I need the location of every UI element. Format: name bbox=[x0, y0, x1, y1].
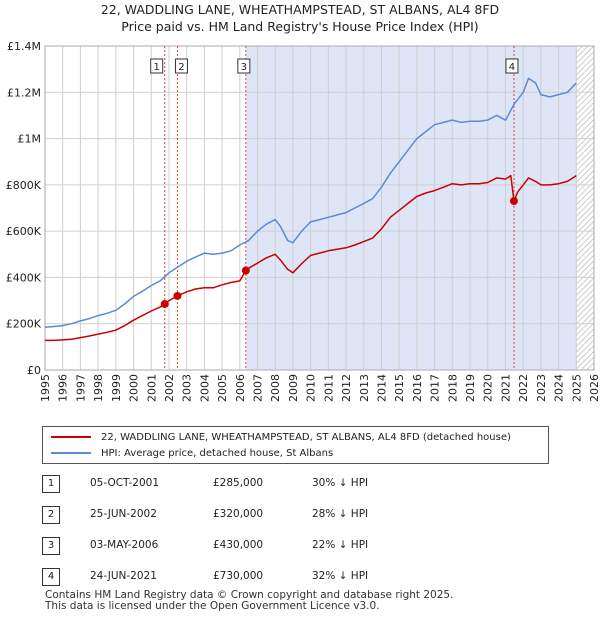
sale-badge-box bbox=[150, 58, 164, 74]
legend-hpi-label: HPI: Average price, detached house, St A… bbox=[101, 447, 334, 459]
y-tick-label: £600K bbox=[6, 225, 42, 238]
hpi-line bbox=[44, 77, 577, 328]
sale-number-badge: 3 bbox=[237, 58, 251, 74]
sale-date: 25-JUN-2002 bbox=[90, 508, 157, 520]
x-tick-label: 2000 bbox=[128, 374, 141, 402]
x-tick-label: 2009 bbox=[287, 374, 300, 402]
y-tick-label: £1.2M bbox=[7, 86, 41, 99]
price-paid-line bbox=[45, 174, 577, 342]
x-tick-label: 2023 bbox=[535, 374, 548, 402]
sale-number-badge: 4 bbox=[42, 568, 60, 586]
x-tick-label: 1997 bbox=[74, 374, 87, 402]
x-tick-label: 2021 bbox=[499, 374, 512, 402]
sale-row: 1 05-OCT-2001 £285,000 30% ↓ HPI bbox=[42, 475, 562, 493]
sale-date: 05-OCT-2001 bbox=[90, 477, 159, 489]
sale-number-badge: 1 bbox=[42, 475, 60, 493]
sale-point bbox=[509, 197, 518, 206]
x-tick-label: 2026 bbox=[588, 374, 600, 402]
x-tick-label: 2022 bbox=[517, 374, 530, 402]
price-chart: 1 2 3 4 £0 £200K £400K £600K £800K £1M £1.2M £1.4M… bbox=[6, 40, 600, 402]
x-tick-label: 2001 bbox=[145, 374, 158, 402]
y-tick-label: £1.4M bbox=[7, 40, 41, 53]
sale-price: £730,000 bbox=[213, 570, 264, 582]
x-tick-label: 2012 bbox=[340, 374, 353, 402]
legend-price-swatch bbox=[51, 436, 91, 438]
x-tick-label: 2006 bbox=[234, 374, 247, 402]
x-tick-label: 1996 bbox=[57, 374, 70, 402]
chart-legend: 22, WADDLING LANE, WHEATHAMPSTEAD, ST AL… bbox=[42, 426, 549, 464]
sale-price: £285,000 bbox=[213, 477, 264, 489]
sale-badge-box bbox=[237, 58, 251, 74]
forecast-hatched-region bbox=[576, 46, 594, 370]
legend-item-hpi: HPI: Average price, detached house, St A… bbox=[51, 446, 333, 460]
footer-copyright: Contains HM Land Registry data © Crown c… bbox=[45, 589, 454, 601]
plot-border bbox=[44, 45, 595, 371]
sale-date: 24-JUN-2021 bbox=[90, 570, 157, 582]
x-tick-label: 1995 bbox=[39, 374, 52, 402]
x-tick-label: 2013 bbox=[358, 374, 371, 402]
footer-licence: This data is licensed under the Open Gov… bbox=[45, 600, 380, 612]
x-tick-label: 2024 bbox=[553, 374, 566, 402]
x-tick-label: 1998 bbox=[92, 374, 105, 402]
sale-hpi-diff: 28% ↓ HPI bbox=[312, 508, 369, 520]
sale-badge-label: 4 bbox=[509, 62, 515, 73]
sale-row: 3 03-MAY-2006 £430,000 22% ↓ HPI bbox=[42, 537, 562, 555]
sale-badge-label: 3 bbox=[241, 62, 247, 73]
sale-number-badge: 4 bbox=[505, 58, 519, 74]
sale-hpi-diff: 30% ↓ HPI bbox=[312, 477, 369, 489]
x-tick-label: 2003 bbox=[181, 374, 194, 402]
x-tick-label: 2007 bbox=[252, 374, 265, 402]
x-tick-label: 2020 bbox=[482, 374, 495, 402]
x-tick-label: 2002 bbox=[163, 374, 176, 402]
y-tick-label: £200K bbox=[6, 318, 42, 331]
post-sale-shaded-region bbox=[245, 46, 577, 370]
sale-number-badge: 2 bbox=[42, 506, 60, 524]
legend-hpi-swatch bbox=[51, 452, 91, 454]
sale-point bbox=[173, 291, 182, 300]
x-tick-label: 2016 bbox=[411, 374, 424, 402]
sale-badge-box bbox=[505, 58, 519, 74]
x-tick-label: 2018 bbox=[446, 374, 459, 402]
sale-price: £430,000 bbox=[213, 539, 264, 551]
sale-number-badge: 1 bbox=[150, 58, 164, 74]
x-tick-label: 2005 bbox=[216, 374, 229, 402]
y-tick-label: £1M bbox=[18, 133, 42, 146]
sale-point bbox=[160, 300, 169, 309]
chart-title-line2: Price paid vs. HM Land Registry's House … bbox=[121, 19, 479, 34]
y-tick-label: £0 bbox=[27, 364, 41, 377]
x-tick-label: 2004 bbox=[198, 374, 211, 402]
sale-badge-label: 2 bbox=[178, 62, 184, 73]
sale-hpi-diff: 22% ↓ HPI bbox=[312, 539, 369, 551]
x-tick-label: 2011 bbox=[322, 374, 335, 402]
sale-row: 4 24-JUN-2021 £730,000 32% ↓ HPI bbox=[42, 568, 562, 586]
sale-badge-box bbox=[174, 58, 188, 74]
legend-item-price: 22, WADDLING LANE, WHEATHAMPSTEAD, ST AL… bbox=[51, 430, 511, 444]
y-tick-label: £400K bbox=[6, 271, 42, 284]
chart-title-line1: 22, WADDLING LANE, WHEATHAMPSTEAD, ST AL… bbox=[100, 2, 500, 17]
legend-price-label: 22, WADDLING LANE, WHEATHAMPSTEAD, ST AL… bbox=[101, 431, 511, 443]
sale-price: £320,000 bbox=[213, 508, 264, 520]
x-tick-label: 2017 bbox=[429, 374, 442, 402]
sale-row: 2 25-JUN-2002 £320,000 28% ↓ HPI bbox=[42, 506, 562, 524]
x-tick-label: 2019 bbox=[464, 374, 477, 402]
sale-hpi-diff: 32% ↓ HPI bbox=[312, 570, 369, 582]
sale-number-badge: 3 bbox=[42, 537, 60, 555]
sale-number-badge: 2 bbox=[174, 58, 188, 74]
sale-point bbox=[241, 266, 250, 275]
x-tick-label: 2025 bbox=[570, 374, 583, 402]
x-tick-label: 2010 bbox=[305, 374, 318, 402]
x-tick-label: 1999 bbox=[110, 374, 123, 402]
x-tick-label: 2008 bbox=[269, 374, 282, 402]
y-tick-label: £800K bbox=[6, 179, 42, 192]
x-tick-label: 2015 bbox=[393, 374, 406, 402]
sale-date: 03-MAY-2006 bbox=[90, 539, 159, 551]
sale-badge-label: 1 bbox=[154, 62, 160, 73]
x-tick-label: 2014 bbox=[375, 374, 388, 402]
